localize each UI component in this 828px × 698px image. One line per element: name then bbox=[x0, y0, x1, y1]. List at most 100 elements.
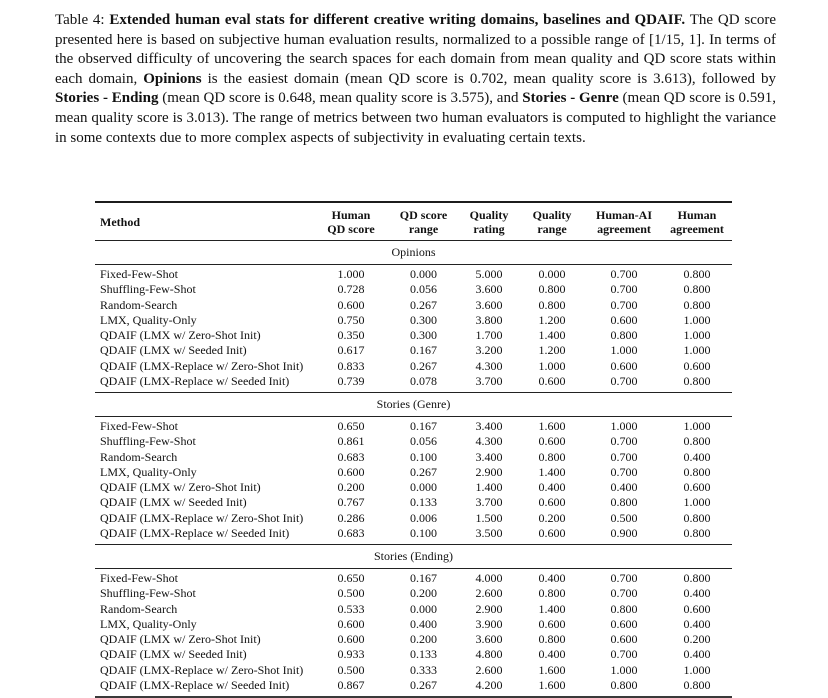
value-cell-human_agreement: 0.800 bbox=[683, 373, 711, 388]
value-cell-human_agreement: 1.000 bbox=[683, 312, 711, 327]
value-cell-qd_score_range: 0.300 bbox=[410, 328, 437, 342]
method-cell: QDAIF (LMX w/ Seeded Init) bbox=[100, 495, 247, 510]
value-cell-qd_score_range: 0.400 bbox=[410, 616, 437, 631]
table-row: Random-Search 0.533 0.000 2.900 1.400 0.800 0.… bbox=[95, 602, 732, 617]
value-cell-human_agreement: 0.400 bbox=[683, 616, 711, 631]
value-cell-quality_range: 0.600 bbox=[538, 525, 566, 540]
value-cell-qd_score_range: 0.100 bbox=[410, 449, 437, 464]
method-cell: QDAIF (LMX-Replace w/ Zero-Shot Init) bbox=[100, 510, 304, 525]
table-row: QDAIF (LMX-Replace w/ Seeded Init) 0.739 0… bbox=[95, 374, 732, 393]
value-cell-human_qd_score: 0.500 bbox=[337, 662, 365, 677]
value-cell-quality_range: 1.600 bbox=[538, 677, 566, 692]
value-cell-quality_rating: 1.500 bbox=[475, 510, 503, 525]
caption-segment: Stories - Genre bbox=[522, 90, 619, 107]
value-cell-quality_rating: 3.600 bbox=[475, 282, 503, 297]
value-cell-quality_rating: 2.900 bbox=[475, 464, 503, 479]
value-cell-human_agreement: 1.000 bbox=[683, 662, 711, 677]
value-cell-human_ai_agreement: 1.000 bbox=[610, 343, 638, 358]
value-cell-human_agreement: 0.200 bbox=[683, 632, 711, 646]
value-cell-quality_rating: 1.700 bbox=[475, 328, 503, 342]
value-cell-quality_rating: 3.400 bbox=[475, 449, 503, 464]
method-cell: QDAIF (LMX w/ Zero-Shot Init) bbox=[100, 328, 261, 342]
value-cell-quality_rating: 4.300 bbox=[475, 358, 503, 373]
table-row: QDAIF (LMX-Replace w/ Zero-Shot Init) 0.2… bbox=[95, 511, 732, 526]
value-cell-human_agreement: 1.000 bbox=[683, 343, 711, 358]
table-row: QDAIF (LMX w/ Seeded Init) 0.617 0.167 3.20… bbox=[95, 343, 732, 358]
table-header: Method Human QD score QD score range Qualit… bbox=[95, 202, 732, 241]
value-cell-quality_range: 0.800 bbox=[538, 297, 566, 312]
value-cell-human_qd_score: 0.600 bbox=[337, 632, 365, 646]
value-cell-qd_score_range: 0.000 bbox=[410, 480, 437, 494]
value-cell-human_qd_score: 0.200 bbox=[337, 480, 365, 494]
value-cell-qd_score_range: 0.167 bbox=[410, 571, 437, 585]
method-cell: QDAIF (LMX-Replace w/ Seeded Init) bbox=[100, 373, 290, 388]
value-cell-qd_score_range: 0.167 bbox=[410, 419, 437, 433]
column-header-quality_rating: Quality rating bbox=[460, 202, 518, 241]
value-cell-quality_range: 0.600 bbox=[538, 495, 566, 510]
method-cell: Random-Search bbox=[100, 297, 178, 312]
value-cell-quality_rating: 3.800 bbox=[475, 312, 503, 327]
value-cell-human_ai_agreement: 0.800 bbox=[610, 328, 638, 342]
value-cell-human_ai_agreement: 0.500 bbox=[610, 510, 638, 525]
table-row: QDAIF (LMX w/ Seeded Init) 0.933 0.133 4.80… bbox=[95, 647, 732, 662]
value-cell-human_agreement: 0.600 bbox=[683, 601, 711, 616]
value-cell-quality_range: 0.400 bbox=[538, 647, 566, 662]
method-cell: Shuffling-Few-Shot bbox=[100, 282, 196, 297]
value-cell-quality_rating: 5.000 bbox=[475, 267, 503, 281]
value-cell-human_agreement: 0.600 bbox=[683, 358, 711, 373]
value-cell-quality_range: 1.200 bbox=[538, 343, 566, 358]
value-cell-quality_range: 1.200 bbox=[538, 312, 566, 327]
value-cell-human_qd_score: 0.600 bbox=[337, 616, 365, 631]
value-cell-quality_rating: 2.900 bbox=[475, 601, 503, 616]
value-cell-qd_score_range: 0.267 bbox=[410, 464, 437, 479]
value-cell-human_qd_score: 0.650 bbox=[337, 571, 365, 585]
value-cell-qd_score_range: 0.200 bbox=[410, 586, 437, 601]
value-cell-human_ai_agreement: 0.600 bbox=[610, 616, 638, 631]
method-cell: LMX, Quality-Only bbox=[100, 616, 197, 631]
value-cell-human_ai_agreement: 0.700 bbox=[610, 434, 638, 449]
value-cell-quality_range: 1.000 bbox=[538, 358, 566, 373]
value-cell-human_ai_agreement: 1.000 bbox=[610, 662, 638, 677]
value-cell-human_agreement: 0.800 bbox=[683, 510, 711, 525]
value-cell-qd_score_range: 0.000 bbox=[410, 601, 437, 616]
value-cell-quality_range: 1.600 bbox=[538, 419, 566, 433]
value-cell-human_qd_score: 0.500 bbox=[337, 586, 365, 601]
value-cell-human_ai_agreement: 0.700 bbox=[610, 464, 638, 479]
method-cell: LMX, Quality-Only bbox=[100, 464, 197, 479]
value-cell-human_qd_score: 0.650 bbox=[337, 419, 365, 433]
method-cell: Shuffling-Few-Shot bbox=[100, 586, 196, 601]
value-cell-human_qd_score: 0.739 bbox=[337, 373, 365, 388]
value-cell-human_ai_agreement: 0.700 bbox=[610, 449, 638, 464]
value-cell-human_ai_agreement: 0.700 bbox=[610, 282, 638, 297]
method-cell: QDAIF (LMX w/ Seeded Init) bbox=[100, 343, 247, 358]
value-cell-human_ai_agreement: 0.600 bbox=[610, 358, 638, 373]
value-cell-qd_score_range: 0.333 bbox=[410, 662, 437, 677]
value-cell-qd_score_range: 0.267 bbox=[410, 297, 437, 312]
method-cell: Fixed-Few-Shot bbox=[100, 267, 178, 281]
value-cell-quality_range: 0.600 bbox=[538, 616, 566, 631]
value-cell-human_ai_agreement: 0.800 bbox=[610, 601, 638, 616]
value-cell-human_qd_score: 0.767 bbox=[337, 495, 365, 510]
value-cell-human_qd_score: 0.728 bbox=[337, 282, 365, 297]
table-row: Shuffling-Few-Shot 0.500 0.200 2.600 0.800 0.… bbox=[95, 586, 732, 601]
table-row: LMX, Quality-Only 0.600 0.400 3.900 0.600 0.6… bbox=[95, 617, 732, 632]
table-row: Shuffling-Few-Shot 0.728 0.056 3.600 0.800 0.… bbox=[95, 282, 732, 297]
caption-segment: The QD score presented here is based on … bbox=[55, 12, 776, 87]
value-cell-quality_range: 0.600 bbox=[538, 373, 566, 388]
method-cell: QDAIF (LMX-Replace w/ Seeded Init) bbox=[100, 677, 290, 692]
value-cell-quality_range: 0.800 bbox=[538, 282, 566, 297]
value-cell-quality_rating: 3.500 bbox=[475, 525, 503, 540]
value-cell-qd_score_range: 0.056 bbox=[410, 434, 437, 449]
value-cell-quality_rating: 4.000 bbox=[475, 571, 503, 585]
column-header-method: Method bbox=[95, 202, 315, 241]
value-cell-human_agreement: 0.800 bbox=[683, 267, 711, 281]
method-cell: LMX, Quality-Only bbox=[100, 312, 197, 327]
value-cell-quality_range: 0.400 bbox=[538, 571, 566, 585]
value-cell-quality_range: 0.200 bbox=[538, 510, 566, 525]
method-cell: QDAIF (LMX w/ Zero-Shot Init) bbox=[100, 632, 261, 646]
column-header-human_ai_agreement: Human-AI agreement bbox=[586, 202, 662, 241]
method-cell: Fixed-Few-Shot bbox=[100, 419, 178, 433]
value-cell-human_agreement: 0.800 bbox=[683, 571, 711, 585]
table-row: Random-Search 0.683 0.100 3.400 0.800 0.700 0.… bbox=[95, 450, 732, 465]
